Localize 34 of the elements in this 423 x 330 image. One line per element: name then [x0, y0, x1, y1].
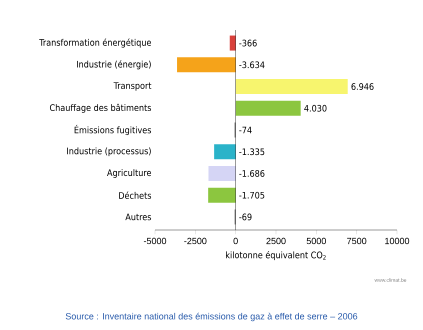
bar	[214, 144, 236, 160]
bar	[236, 79, 348, 94]
y-tick-label: Industrie (processus)	[67, 147, 151, 156]
y-tick-label: Autres	[125, 214, 152, 220]
bar	[236, 100, 301, 116]
data-label: 6.946	[351, 83, 374, 90]
data-label: 4.030	[304, 104, 327, 112]
source-note: Source : Inventaire national des émissions de gaz à effet de serre – 2006	[66, 312, 358, 322]
data-label: -1.335	[239, 148, 264, 156]
y-tick-label: Transformation énergétique	[39, 38, 152, 48]
y-tick-label: Chauffage des bâtiments	[50, 104, 152, 113]
x-tick-label: 5000	[306, 238, 326, 244]
x-tick-label: 7500	[347, 238, 366, 244]
bar	[208, 166, 236, 181]
x-tick-label: -5000	[144, 238, 166, 244]
y-tick-label: Déchets	[119, 192, 152, 199]
bar	[208, 188, 236, 203]
bar	[230, 36, 236, 51]
data-label: -1.686	[239, 170, 264, 177]
data-label: -74	[239, 126, 252, 134]
y-tick-label: Industrie (énergie)	[76, 60, 151, 70]
y-tick-label: Agriculture	[107, 169, 152, 178]
y-tick-label: Émissions fugitives	[74, 124, 152, 136]
data-label: -1.705	[239, 192, 264, 199]
x-tick-label: 0	[234, 238, 238, 244]
x-tick-label: 10000	[385, 238, 410, 244]
x-axis-title: kilotonne équivalent CO$_{2}$	[226, 251, 326, 260]
data-label: -69	[239, 214, 252, 220]
data-label: -3.634	[239, 61, 265, 68]
x-tick-label: 2500	[266, 238, 286, 244]
x-tick-label: -2500	[184, 238, 206, 244]
y-tick-label: Transport	[114, 82, 152, 91]
data-label: -366	[239, 40, 257, 46]
bar	[177, 57, 236, 72]
